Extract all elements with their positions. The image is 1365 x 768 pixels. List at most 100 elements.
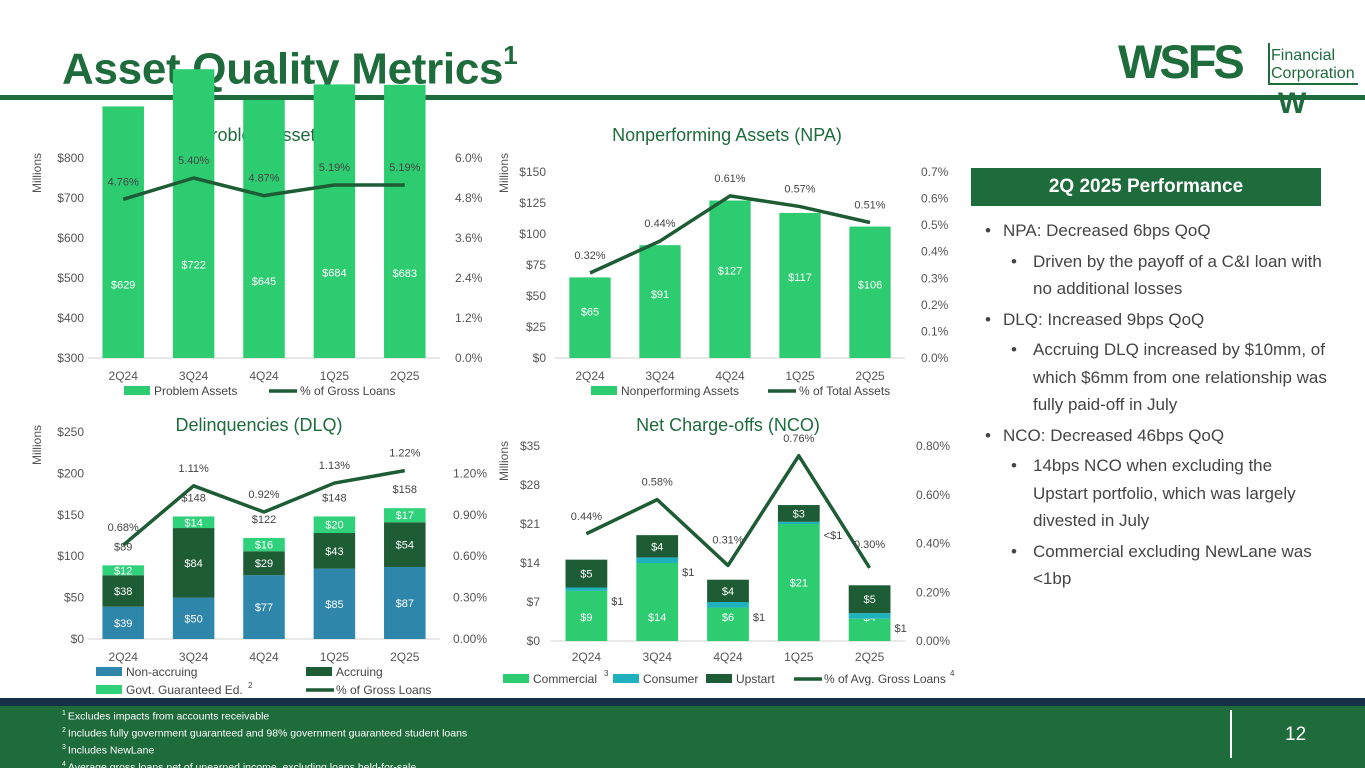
legend-sup: 4 bbox=[950, 669, 955, 678]
bar-accruing bbox=[384, 522, 426, 567]
bar-total-label: $148 bbox=[322, 492, 346, 504]
line-value-label: 1.22% bbox=[389, 448, 420, 460]
legend-label: Govt. Guaranteed Ed. bbox=[126, 683, 243, 697]
x-tick-label: 1Q25 bbox=[320, 369, 350, 383]
y2-tick-label: 0.4% bbox=[921, 245, 949, 259]
y-tick-label: $300 bbox=[57, 351, 84, 365]
bullet-item: Commercial excluding NewLane was <1bp bbox=[985, 538, 1330, 593]
legend-swatch bbox=[613, 674, 639, 683]
bar-value-label: $85 bbox=[325, 599, 343, 611]
bar-consumer bbox=[707, 602, 749, 608]
bar-problem-assets bbox=[384, 84, 426, 359]
bar-value-label: $16 bbox=[255, 540, 273, 552]
bar-govt-guaranteed-ed- bbox=[102, 565, 144, 576]
y2-tick-label: 6.0% bbox=[455, 151, 483, 165]
y-tick-label: $28 bbox=[520, 478, 540, 492]
bar-problem-assets bbox=[102, 106, 144, 359]
bar-non-accruing bbox=[243, 575, 285, 639]
bar-value-label: $1 bbox=[894, 623, 906, 635]
y-tick-label: $50 bbox=[526, 289, 546, 303]
x-tick-label: 4Q24 bbox=[249, 650, 279, 664]
bar-value-label: $54 bbox=[396, 540, 414, 552]
y-tick-label: $150 bbox=[519, 165, 546, 179]
bar-accruing bbox=[102, 575, 144, 607]
y-tick-label: $75 bbox=[526, 258, 546, 272]
line-value-label: 0.51% bbox=[854, 199, 885, 211]
bullet-item: NCO: Decreased 46bps QoQ bbox=[985, 422, 1330, 450]
y-tick-label: $125 bbox=[519, 196, 546, 210]
y-axis-title: Millions bbox=[30, 425, 44, 465]
x-tick-label: 3Q24 bbox=[645, 369, 675, 383]
x-tick-label: 3Q24 bbox=[643, 650, 673, 664]
footnote: 3 Includes NewLane bbox=[62, 741, 467, 758]
bar-value-label: $127 bbox=[718, 266, 742, 278]
bar-govt-guaranteed-ed- bbox=[172, 516, 215, 529]
y-tick-label: $700 bbox=[57, 191, 84, 205]
logo-underline bbox=[1268, 83, 1358, 85]
bar-consumer bbox=[848, 613, 891, 619]
legend-label: Problem Assets bbox=[154, 384, 237, 398]
y-tick-label: $100 bbox=[57, 549, 84, 563]
bar-nonperforming-assets bbox=[779, 212, 821, 358]
y2-tick-label: 1.2% bbox=[455, 311, 483, 325]
legend-label: Non-accruing bbox=[126, 665, 197, 679]
legend-swatch bbox=[503, 674, 529, 683]
y-tick-label: $400 bbox=[57, 311, 84, 325]
line-value-label: 5.19% bbox=[319, 162, 350, 174]
bar-value-label: $50 bbox=[184, 613, 202, 625]
bar-value-label: $12 bbox=[114, 565, 132, 577]
y2-tick-label: 0.0% bbox=[921, 351, 949, 365]
bar-upstart bbox=[707, 579, 749, 602]
pct-line bbox=[122, 468, 406, 547]
x-tick-label: 2Q24 bbox=[109, 650, 139, 664]
page-title: Asset Quality Metrics1 bbox=[62, 40, 518, 94]
y-tick-label: $0 bbox=[533, 351, 547, 365]
y-axis-title: Millions bbox=[497, 153, 511, 193]
y-tick-label: $0 bbox=[71, 632, 85, 646]
legend-sup: 3 bbox=[604, 669, 609, 678]
bullet-item: Accruing DLQ increased by $10mm, of whic… bbox=[985, 336, 1330, 419]
bar-accruing bbox=[313, 533, 356, 569]
line-value-label: 0.76% bbox=[783, 433, 814, 445]
bar-value-label: $17 bbox=[396, 510, 414, 522]
pct-line bbox=[122, 176, 405, 202]
bar-problem-assets bbox=[172, 69, 215, 358]
bar-value-label: $5 bbox=[580, 569, 592, 581]
logo-frame bbox=[1268, 43, 1270, 83]
y2-tick-label: 0.00% bbox=[916, 634, 950, 648]
line-value-label: 0.31% bbox=[712, 534, 743, 546]
bar-non-accruing bbox=[172, 597, 215, 639]
title-rule bbox=[0, 95, 1365, 100]
y2-tick-label: 0.60% bbox=[453, 549, 487, 563]
panel-header: 2Q 2025 Performance bbox=[971, 168, 1321, 206]
x-tick-label: 2Q25 bbox=[390, 369, 420, 383]
y2-tick-label: 0.90% bbox=[453, 508, 487, 522]
bar-non-accruing bbox=[384, 566, 426, 639]
y2-tick-label: 0.3% bbox=[921, 271, 949, 285]
x-tick-label: 1Q25 bbox=[320, 650, 350, 664]
chart-title: Net Charge-offs (NCO) bbox=[636, 415, 820, 435]
y2-tick-label: 0.6% bbox=[921, 192, 949, 206]
y-tick-label: $14 bbox=[520, 556, 540, 570]
y-tick-label: $35 bbox=[520, 439, 540, 453]
legend-label: Accruing bbox=[336, 665, 383, 679]
y2-tick-label: 0.00% bbox=[453, 632, 487, 646]
bar-value-label: $1 bbox=[682, 567, 694, 579]
bullet-item: 14bps NCO when excluding the Upstart por… bbox=[985, 452, 1330, 535]
bar-value-label: $4 bbox=[651, 541, 663, 553]
bar-value-label: $14 bbox=[648, 612, 666, 624]
line-value-label: 0.30% bbox=[854, 539, 885, 551]
bar-value-label: $20 bbox=[325, 520, 343, 532]
legend-label: % of Avg. Gross Loans bbox=[824, 672, 946, 686]
y-tick-label: $200 bbox=[57, 466, 84, 480]
bar-value-label: <$1 bbox=[824, 530, 843, 542]
x-tick-label: 2Q25 bbox=[390, 650, 420, 664]
bar-value-label: $117 bbox=[788, 272, 812, 284]
bar-value-label: $4 bbox=[722, 586, 734, 598]
bar-value-label: $77 bbox=[255, 602, 273, 614]
line-value-label: 0.44% bbox=[571, 511, 602, 523]
bar-consumer bbox=[565, 587, 608, 591]
bar-value-label: $14 bbox=[184, 517, 202, 529]
x-tick-label: 2Q25 bbox=[855, 369, 885, 383]
y2-tick-label: 3.6% bbox=[455, 231, 483, 245]
